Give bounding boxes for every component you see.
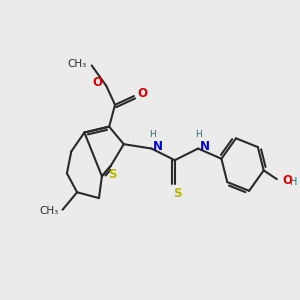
Text: N: N <box>153 140 163 153</box>
Text: CH₃: CH₃ <box>39 206 58 216</box>
Text: N: N <box>200 140 210 153</box>
Text: S: S <box>108 168 116 181</box>
Text: H: H <box>196 130 202 139</box>
Text: H: H <box>290 177 297 187</box>
Text: CH₃: CH₃ <box>67 59 86 69</box>
Text: S: S <box>173 187 182 200</box>
Text: H: H <box>149 130 156 139</box>
Text: O: O <box>282 174 292 187</box>
Text: O: O <box>92 76 102 89</box>
Text: O: O <box>137 87 148 100</box>
